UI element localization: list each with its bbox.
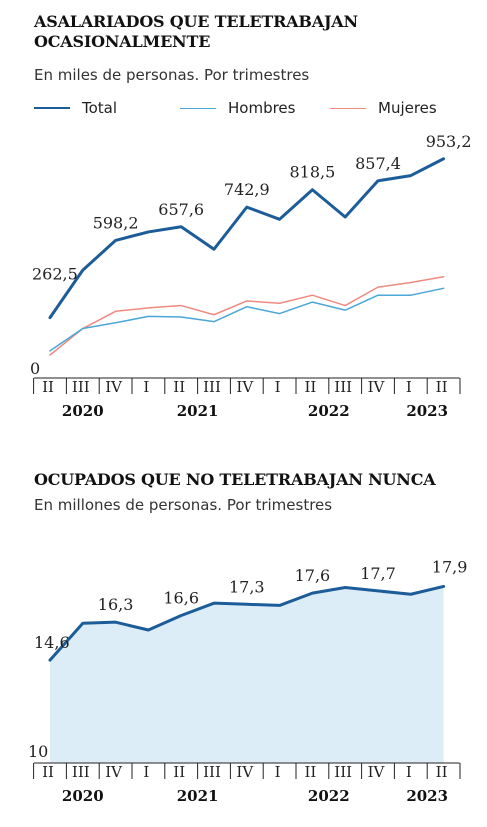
chart2-tick-label: II	[304, 763, 316, 781]
chart2-tick-label: IV	[105, 763, 123, 781]
chart1-tick-label: II	[173, 378, 185, 396]
chart2-tick-label: IV	[368, 763, 386, 781]
chart2-data-label: 14,6	[34, 633, 70, 652]
chart2-tick-label: I	[406, 763, 412, 781]
legend-label-mujeres: Mujeres	[378, 99, 437, 117]
chart2-tick-label: II	[173, 763, 185, 781]
chart2-tick-label: III	[203, 763, 221, 781]
chart2-data-label: 17,6	[295, 566, 331, 585]
chart1-tick-label: IV	[368, 378, 386, 396]
legend-label-total: Total	[82, 99, 118, 117]
chart1-subtitle: En miles de personas. Por trimestres	[34, 66, 310, 84]
chart2-tick-label: II	[42, 763, 54, 781]
chart1-tick-label: IV	[105, 378, 123, 396]
legend-swatch-hombres	[180, 107, 216, 109]
legend-swatch-mujeres	[330, 107, 366, 109]
chart2-subtitle: En millones de personas. Por trimestres	[34, 496, 333, 514]
chart2-year-label: 2023	[406, 787, 448, 805]
chart1-y-tick-label: 0	[30, 359, 40, 378]
chart1-year-label: 2023	[406, 402, 448, 420]
chart2-tick-label: III	[72, 763, 90, 781]
chart1-data-label: 598,2	[93, 213, 139, 232]
chart1-year-label: 2021	[177, 402, 219, 420]
chart2-title: OCUPADOS QUE NO TELETRABAJAN NUNCA	[34, 470, 436, 489]
chart1-tick-label: III	[72, 378, 90, 396]
chart2-tick-label: I	[143, 763, 149, 781]
chart1-year-label: 2022	[308, 402, 350, 420]
chart2-year-label: 2021	[177, 787, 219, 805]
chart1-tick-label: I	[275, 378, 281, 396]
chart1-tick-label: I	[143, 378, 149, 396]
legend-item-hombres: Hombres	[180, 99, 295, 117]
legend-item-mujeres: Mujeres	[330, 99, 437, 117]
chart1-tick-label: IV	[236, 378, 254, 396]
chart1-data-label: 262,5	[32, 265, 78, 284]
chart1-data-label: 857,4	[355, 154, 401, 173]
chart1-data-label: 742,9	[224, 180, 270, 199]
chart2-y-tick-label: 10	[28, 742, 48, 761]
chart1-legend: Total Hombres Mujeres	[34, 99, 474, 119]
chart1-data-label: 953,2	[426, 132, 472, 151]
chart2-tick-label: III	[334, 763, 352, 781]
chart1-tick-label: I	[406, 378, 412, 396]
chart2-data-label: 17,7	[360, 564, 396, 583]
chart1-series-line-hombres	[49, 287, 445, 352]
chart2-tick-label: IV	[236, 763, 254, 781]
chart1-year-label: 2020	[62, 402, 104, 420]
chart1-tick-label: III	[203, 378, 221, 396]
chart1-tick-label: II	[42, 378, 54, 396]
chart2-data-label: 16,3	[98, 595, 134, 614]
chart2-data-label: 17,3	[229, 577, 265, 596]
chart2-data-label: 17,9	[432, 557, 468, 576]
chart1-series-line-total	[48, 157, 446, 320]
chart1-data-label: 818,5	[289, 163, 335, 182]
chart2-series-line	[48, 584, 446, 662]
legend-item-total: Total	[34, 99, 117, 117]
chart1-title: ASALARIADOS QUE TELETRABAJAN OCASIONALME…	[34, 12, 358, 51]
chart1-tick-label: II	[304, 378, 316, 396]
legend-swatch-total	[34, 107, 70, 109]
chart2-data-label: 16,6	[163, 588, 199, 607]
chart1-data-label: 657,6	[158, 200, 204, 219]
chart2-tick-label: I	[275, 763, 281, 781]
chart2-tick-label: II	[436, 763, 448, 781]
legend-label-hombres: Hombres	[228, 99, 296, 117]
chart2-year-label: 2022	[308, 787, 350, 805]
chart1-series-line-mujeres	[49, 276, 445, 356]
chart1-tick-label: II	[436, 378, 448, 396]
chart2-year-label: 2020	[62, 787, 104, 805]
chart1-tick-label: III	[334, 378, 352, 396]
